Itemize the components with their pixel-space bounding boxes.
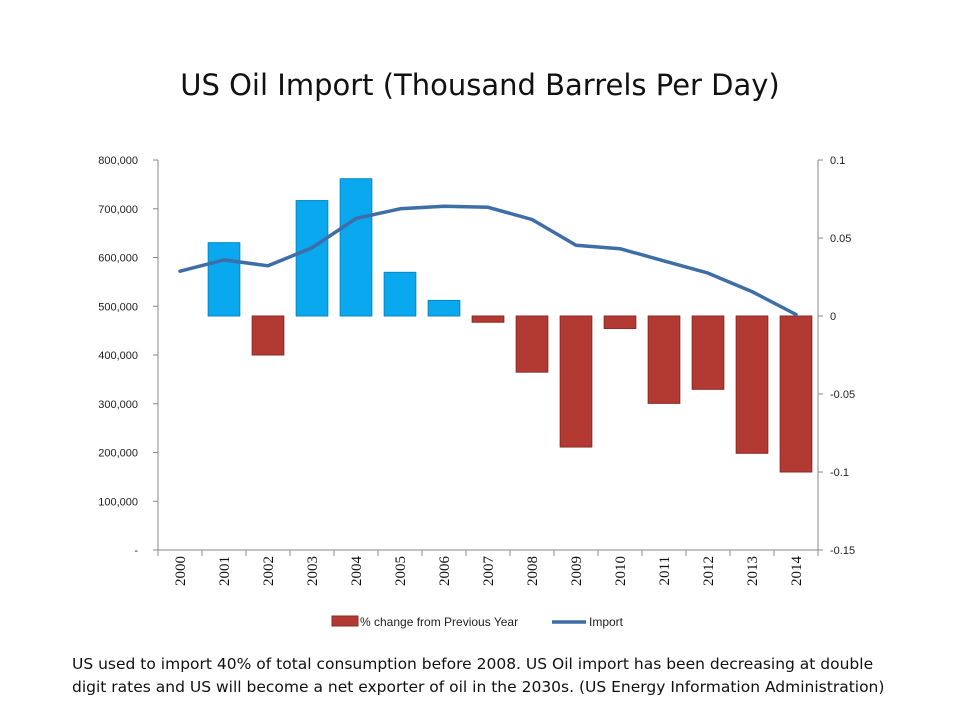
x-axis-tick-label: 2008 (525, 556, 541, 586)
bar-positive (427, 299, 461, 317)
right-axis-tick-label: 0.1 (830, 155, 845, 167)
right-axis-tick-label: -0.1 (830, 467, 849, 479)
import-line (178, 204, 798, 317)
legend-label-line: Import (589, 615, 624, 629)
left-axis-tick-label: 200,000 (98, 448, 138, 460)
x-axis-tick-label: 2004 (349, 556, 365, 587)
x-axis-tick-label: 2009 (569, 556, 585, 586)
x-axis-tick-label: 2003 (305, 556, 321, 586)
left-axis-tick-label: 700,000 (98, 204, 138, 216)
right-axis-tick-label: -0.15 (830, 545, 855, 557)
bar-negative (471, 315, 505, 323)
x-axis-tick-label: 2002 (261, 556, 277, 586)
bar-negative (779, 315, 813, 473)
chart-title: US Oil Import (Thousand Barrels Per Day) (180, 68, 780, 102)
chart-svg: - 100,000 200,000 300,000 400,000 500,000 600,… (98, 155, 855, 629)
x-axis-tick-label: 2013 (745, 556, 761, 586)
x-axis-tick-label: 2007 (481, 556, 497, 587)
left-axis-tick-label: 400,000 (98, 350, 138, 362)
bar-negative (647, 315, 681, 404)
chart-caption: US used to import 40% of total consumpti… (72, 655, 885, 696)
left-axis-tick-label: 300,000 (98, 399, 138, 411)
x-axis-tick-label: 2012 (701, 556, 717, 586)
bar-positive (295, 200, 329, 317)
x-axis-tick-label: 2001 (217, 556, 233, 586)
bar-negative (559, 315, 593, 448)
x-axis-tick-label: 2014 (789, 556, 805, 587)
bar-positive (207, 242, 241, 317)
right-axis-tick-label: 0.05 (830, 233, 851, 245)
legend-swatch-bar (331, 615, 359, 627)
bar-negative (691, 315, 725, 390)
left-axis-tick-label: 500,000 (98, 301, 138, 313)
bar-negative (735, 315, 769, 454)
x-axis-tick-label: 2005 (393, 556, 409, 586)
x-axis-tick-label: 2011 (657, 556, 673, 585)
x-axis-tick-label: 2010 (613, 556, 629, 586)
legend-label-bar: % change from Previous Year (360, 615, 518, 629)
right-axis-tick-label: -0.05 (830, 389, 855, 401)
left-axis-tick-label: 800,000 (98, 155, 138, 167)
x-axis-tick-label: 2006 (437, 556, 453, 587)
bar-positive (383, 271, 417, 317)
left-axis-tick-label: 600,000 (98, 253, 138, 265)
x-axis-tick-label: 2000 (173, 556, 189, 586)
bar-negative (603, 315, 637, 329)
bar-negative (251, 315, 285, 356)
bar-negative (515, 315, 549, 373)
left-axis-tick-label: 100,000 (98, 496, 138, 508)
bar-positive (339, 178, 373, 317)
left-axis-tick-label: - (134, 545, 138, 557)
right-axis-tick-label: 0 (830, 311, 836, 323)
